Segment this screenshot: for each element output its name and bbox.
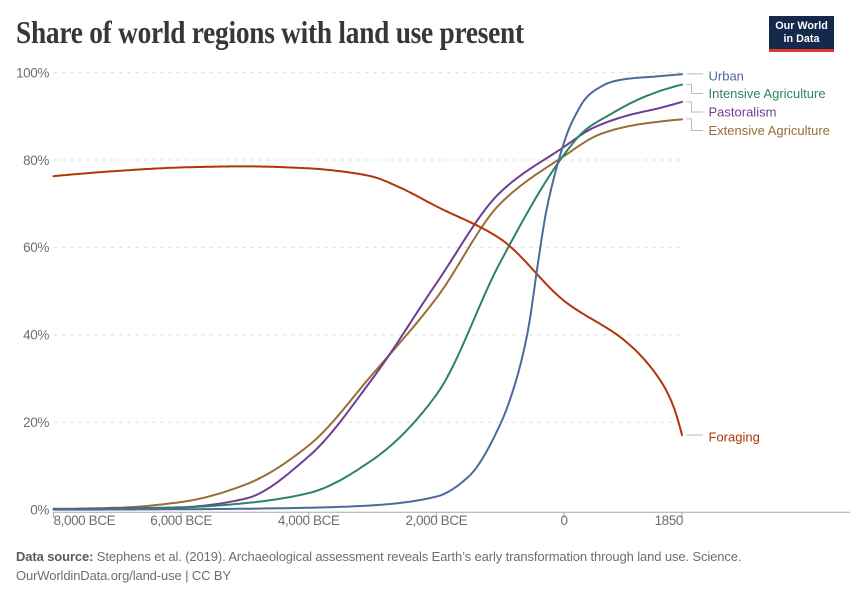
svg-text:Extensive Agriculture: Extensive Agriculture — [709, 123, 830, 138]
svg-text:100%: 100% — [16, 65, 49, 80]
svg-text:0: 0 — [560, 513, 567, 528]
svg-text:0%: 0% — [30, 503, 49, 518]
svg-text:20%: 20% — [23, 415, 49, 430]
svg-text:60%: 60% — [23, 240, 49, 255]
svg-text:8,000 BCE: 8,000 BCE — [54, 513, 116, 528]
svg-text:1850: 1850 — [655, 513, 683, 528]
svg-text:6,000 BCE: 6,000 BCE — [150, 513, 212, 528]
svg-text:Foraging: Foraging — [709, 430, 760, 445]
svg-text:Intensive Agriculture: Intensive Agriculture — [709, 86, 826, 101]
svg-text:2,000 BCE: 2,000 BCE — [406, 513, 468, 528]
svg-text:40%: 40% — [23, 328, 49, 343]
svg-text:80%: 80% — [23, 153, 49, 168]
svg-text:Pastoralism: Pastoralism — [709, 105, 777, 120]
svg-text:4,000 BCE: 4,000 BCE — [278, 513, 340, 528]
svg-text:Urban: Urban — [709, 69, 744, 84]
